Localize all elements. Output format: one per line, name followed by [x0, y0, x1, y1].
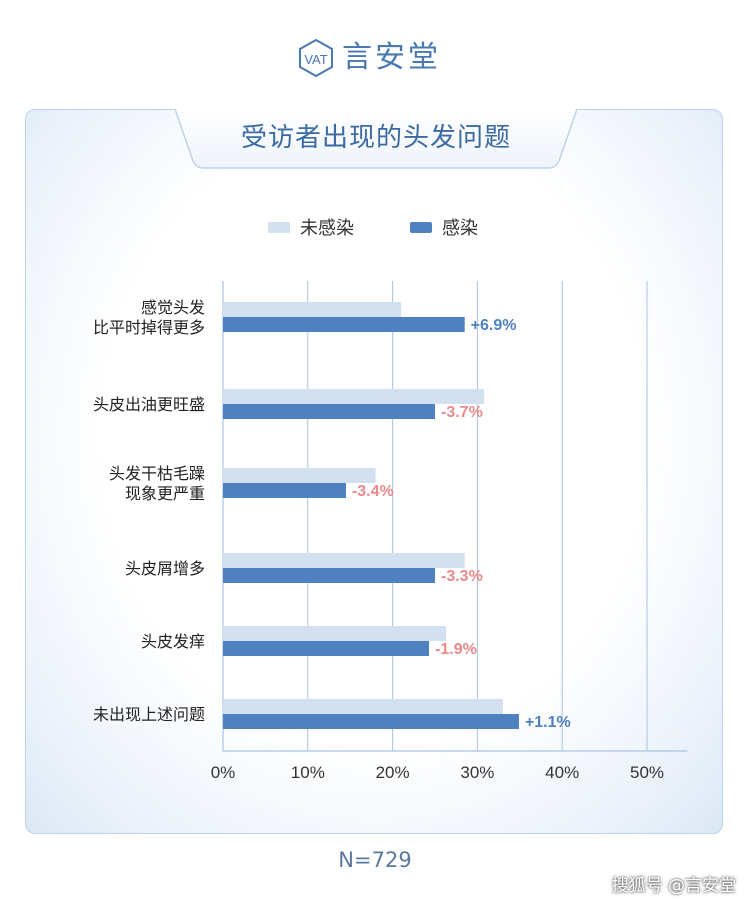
x-tick-label-2: 20% — [376, 763, 410, 782]
bar-infected-1 — [223, 404, 435, 419]
chart-legend: 未感染 感染 — [0, 212, 750, 242]
diff-label-3: -3.3% — [441, 568, 483, 585]
diff-label-4: -1.9% — [435, 641, 477, 658]
category-label-1-0: 头皮出油更旺盛 — [93, 395, 205, 414]
category-label-5-0: 未出现上述问题 — [93, 705, 205, 724]
category-label-0-0: 感觉头发 — [141, 298, 205, 317]
category-label-4-0: 头皮发痒 — [141, 632, 205, 651]
x-tick-label-0: 0% — [211, 763, 236, 782]
legend-swatch-infected — [410, 221, 432, 233]
bar-infected-2 — [223, 483, 346, 498]
bar-infected-5 — [223, 714, 519, 729]
legend-item-infected: 感染 — [410, 212, 478, 242]
bar-infected-0 — [223, 317, 465, 332]
bar-uninfected-4 — [223, 626, 447, 641]
legend-label-infected: 感染 — [442, 218, 478, 239]
x-tick-label-4: 40% — [545, 763, 579, 782]
bar-uninfected-5 — [223, 699, 503, 714]
legend-swatch-uninfected — [268, 221, 290, 233]
bar-infected-4 — [223, 641, 430, 656]
category-label-3-0: 头皮屑增多 — [125, 559, 205, 578]
watermark: 搜狐号 @言安堂 — [611, 876, 736, 896]
bar-infected-3 — [223, 568, 435, 583]
diff-label-0: +6.9% — [471, 317, 517, 334]
x-tick-label-3: 30% — [460, 763, 494, 782]
brand-header: VAT 言安堂 — [0, 34, 750, 84]
legend-item-uninfected: 未感染 — [268, 212, 354, 242]
bar-uninfected-1 — [223, 389, 485, 404]
x-tick-label-5: 50% — [630, 763, 664, 782]
diff-label-1: -3.7% — [441, 404, 483, 421]
title-tab — [175, 109, 577, 169]
diff-label-2: -3.4% — [352, 483, 394, 500]
brand-name: 言安堂 — [342, 40, 441, 75]
brand-logo-icon: VAT — [299, 38, 333, 78]
bar-uninfected-0 — [223, 302, 402, 317]
legend-label-uninfected: 未感染 — [300, 218, 354, 239]
bar-uninfected-2 — [223, 468, 376, 483]
category-label-0-1: 比平时掉得更多 — [93, 318, 205, 337]
category-label-2-0: 头发干枯毛躁 — [109, 464, 205, 483]
diff-label-5: +1.1% — [525, 714, 571, 731]
bar-uninfected-3 — [223, 553, 465, 568]
x-tick-label-1: 10% — [291, 763, 325, 782]
brand-logo-text: VAT — [304, 52, 327, 67]
chart-title: 受访者出现的头发问题 — [240, 123, 511, 153]
sample-size: N=729 — [338, 848, 412, 872]
category-label-2-1: 现象更严重 — [125, 484, 205, 503]
